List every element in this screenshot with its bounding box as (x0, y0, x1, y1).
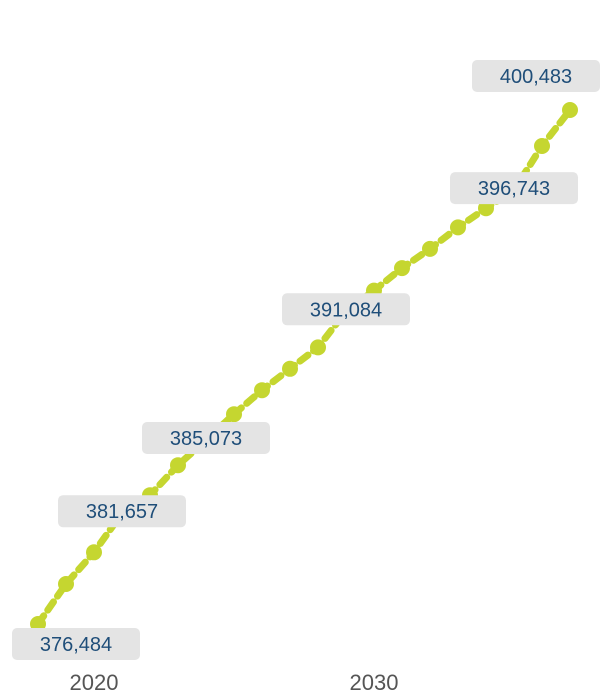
data-label-text: 400,483 (500, 66, 572, 88)
data-label-text: 376,484 (40, 634, 112, 656)
data-label-text: 396,743 (478, 178, 550, 200)
data-point[interactable] (478, 200, 494, 217)
data-label: 381,657 (58, 495, 186, 528)
data-point[interactable] (226, 406, 242, 423)
x-tick-label: 2020 (70, 670, 119, 695)
data-label: 385,073 (142, 422, 270, 454)
data-label: 396,743 (450, 172, 578, 205)
data-label: 376,484 (12, 628, 140, 660)
data-label-background (472, 60, 600, 92)
data-label: 400,483 (472, 60, 600, 92)
data-point[interactable] (254, 382, 270, 399)
data-label-background (12, 628, 140, 660)
data-label-background (450, 172, 578, 205)
x-tick-label: 2030 (350, 670, 399, 695)
data-point[interactable] (170, 457, 186, 474)
data-label-text: 385,073 (170, 428, 242, 450)
data-labels-layer: 376,484 381,657 385,073 391,084 396,743 400,4… (12, 60, 600, 660)
data-point[interactable] (310, 339, 326, 356)
data-label-background (282, 293, 410, 326)
data-label-background (142, 422, 270, 454)
data-label-text: 381,657 (86, 501, 158, 523)
data-point[interactable] (86, 544, 102, 561)
data-point[interactable] (422, 240, 438, 257)
data-label-background (58, 495, 186, 528)
data-point[interactable] (282, 360, 298, 377)
data-point[interactable] (562, 102, 578, 118)
x-axis-ticks: 2020 2030 (70, 670, 399, 695)
data-point[interactable] (58, 576, 74, 592)
data-label-text: 391,084 (310, 299, 382, 321)
data-point[interactable] (450, 219, 466, 236)
data-point[interactable] (534, 138, 550, 154)
data-point[interactable] (394, 260, 410, 277)
data-label: 391,084 (282, 293, 410, 326)
